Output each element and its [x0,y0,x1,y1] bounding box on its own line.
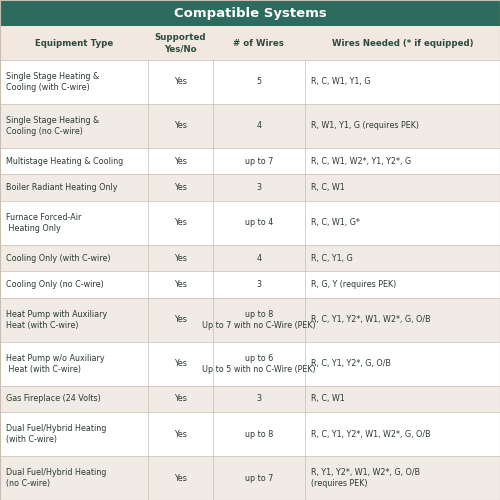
Text: R, C, Y1, Y2*, G, O/B: R, C, Y1, Y2*, G, O/B [311,359,391,368]
Text: Compatible Systems: Compatible Systems [174,6,326,20]
Text: 3: 3 [256,280,261,289]
Text: Yes: Yes [174,122,186,130]
FancyBboxPatch shape [0,26,500,60]
Text: Yes: Yes [174,254,186,262]
Text: 4: 4 [256,122,261,130]
FancyBboxPatch shape [0,245,500,272]
Text: 3: 3 [256,394,261,404]
Text: # of Wires: # of Wires [234,38,284,48]
Text: Yes: Yes [174,78,186,86]
Text: R, C, Y1, Y2*, W1, W2*, G, O/B: R, C, Y1, Y2*, W1, W2*, G, O/B [311,316,430,324]
Text: Yes: Yes [174,280,186,289]
FancyBboxPatch shape [0,272,500,298]
FancyBboxPatch shape [0,412,500,456]
Text: Cooling Only (with C-wire): Cooling Only (with C-wire) [6,254,110,262]
Text: Heat Pump with Auxiliary
Heat (with C-wire): Heat Pump with Auxiliary Heat (with C-wi… [6,310,107,330]
Text: R, C, W1: R, C, W1 [311,183,345,192]
Text: Dual Fuel/Hybrid Heating
(with C-wire): Dual Fuel/Hybrid Heating (with C-wire) [6,424,106,444]
Text: Yes: Yes [174,218,186,228]
Text: R, C, W1, Y1, G: R, C, W1, Y1, G [311,78,370,86]
FancyBboxPatch shape [0,0,500,26]
Text: R, C, Y1, Y2*, W1, W2*, G, O/B: R, C, Y1, Y2*, W1, W2*, G, O/B [311,430,430,438]
Text: up to 7: up to 7 [244,474,273,482]
FancyBboxPatch shape [0,456,500,500]
Text: Yes: Yes [174,430,186,438]
Text: Yes: Yes [174,183,186,192]
Text: R, G, Y (requires PEK): R, G, Y (requires PEK) [311,280,396,289]
Text: Multistage Heating & Cooling: Multistage Heating & Cooling [6,156,123,166]
Text: Single Stage Heating &
Cooling (with C-wire): Single Stage Heating & Cooling (with C-w… [6,72,99,92]
Text: 3: 3 [256,183,261,192]
Text: Heat Pump w/o Auxiliary
 Heat (with C-wire): Heat Pump w/o Auxiliary Heat (with C-wir… [6,354,104,374]
Text: up to 4: up to 4 [244,218,273,228]
FancyBboxPatch shape [0,342,500,386]
Text: R, C, Y1, G: R, C, Y1, G [311,254,353,262]
Text: up to 7: up to 7 [244,156,273,166]
Text: Yes: Yes [174,316,186,324]
Text: Yes: Yes [174,474,186,482]
FancyBboxPatch shape [0,148,500,174]
FancyBboxPatch shape [0,104,500,148]
FancyBboxPatch shape [0,174,500,201]
FancyBboxPatch shape [0,201,500,245]
Text: Yes: Yes [174,359,186,368]
Text: Gas Fireplace (24 Volts): Gas Fireplace (24 Volts) [6,394,101,404]
Text: Single Stage Heating &
Cooling (no C-wire): Single Stage Heating & Cooling (no C-wir… [6,116,99,136]
Text: Boiler Radiant Heating Only: Boiler Radiant Heating Only [6,183,117,192]
Text: 5: 5 [256,78,262,86]
FancyBboxPatch shape [0,60,500,104]
Text: Supported
Yes/No: Supported Yes/No [154,33,206,53]
Text: R, C, W1: R, C, W1 [311,394,345,404]
Text: R, Y1, Y2*, W1, W2*, G, O/B
(requires PEK): R, Y1, Y2*, W1, W2*, G, O/B (requires PE… [311,468,420,488]
FancyBboxPatch shape [0,386,500,412]
Text: Equipment Type: Equipment Type [34,38,113,48]
Text: R, C, W1, G*: R, C, W1, G* [311,218,360,228]
Text: R, C, W1, W2*, Y1, Y2*, G: R, C, W1, W2*, Y1, Y2*, G [311,156,411,166]
Text: Wires Needed (* if equipped): Wires Needed (* if equipped) [332,38,473,48]
Text: Yes: Yes [174,156,186,166]
Text: up to 8
Up to 7 with no C-Wire (PEK): up to 8 Up to 7 with no C-Wire (PEK) [202,310,316,330]
Text: R, W1, Y1, G (requires PEK): R, W1, Y1, G (requires PEK) [311,122,419,130]
Text: Dual Fuel/Hybrid Heating
(no C-wire): Dual Fuel/Hybrid Heating (no C-wire) [6,468,106,488]
Text: Furnace Forced-Air
 Heating Only: Furnace Forced-Air Heating Only [6,212,82,233]
FancyBboxPatch shape [0,298,500,342]
Text: up to 8: up to 8 [244,430,273,438]
Text: 4: 4 [256,254,261,262]
Text: Yes: Yes [174,394,186,404]
Text: Cooling Only (no C-wire): Cooling Only (no C-wire) [6,280,104,289]
Text: up to 6
Up to 5 with no C-Wire (PEK): up to 6 Up to 5 with no C-Wire (PEK) [202,354,316,374]
